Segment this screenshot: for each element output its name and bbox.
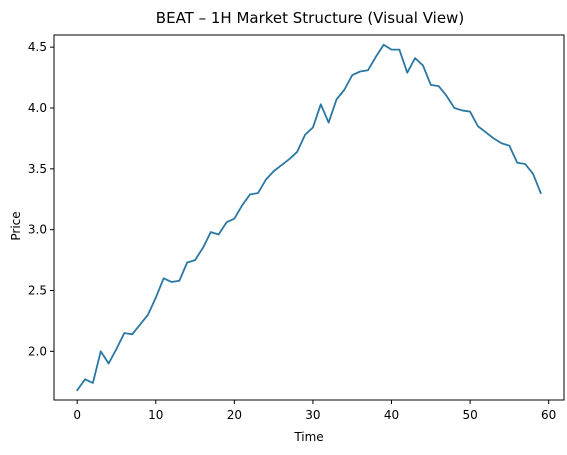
x-tick-label: 0 [73, 408, 81, 422]
axes-frame [53, 34, 565, 401]
y-tick-label: 3.5 [28, 162, 47, 176]
y-tick-label: 4.0 [28, 101, 47, 115]
x-tick-label: 20 [227, 408, 242, 422]
y-tick-label: 4.5 [28, 40, 47, 54]
x-tick-label: 30 [305, 408, 320, 422]
y-tick-label: 2.5 [28, 284, 47, 298]
chart-title: BEAT – 1H Market Structure (Visual View) [156, 9, 464, 27]
y-axis: 2.0 2.5 3.0 3.5 4.0 4.5 [28, 40, 54, 358]
x-tick-label: 40 [384, 408, 399, 422]
y-axis-label: Price [9, 211, 23, 240]
plot-area: 0 10 20 30 40 50 60 2.0 2.5 3.0 3.5 4.0 4.5 [28, 34, 565, 422]
x-tick-label: 50 [462, 408, 477, 422]
x-tick-label: 10 [148, 408, 163, 422]
y-tick-label: 2.0 [28, 344, 47, 358]
price-series-points [77, 45, 541, 391]
price-series-line [76, 43, 542, 392]
x-axis-label: Time [293, 430, 323, 444]
y-tick-label: 3.0 [28, 223, 47, 237]
x-axis: 0 10 20 30 40 50 60 [73, 400, 556, 422]
x-tick-label: 60 [541, 408, 556, 422]
